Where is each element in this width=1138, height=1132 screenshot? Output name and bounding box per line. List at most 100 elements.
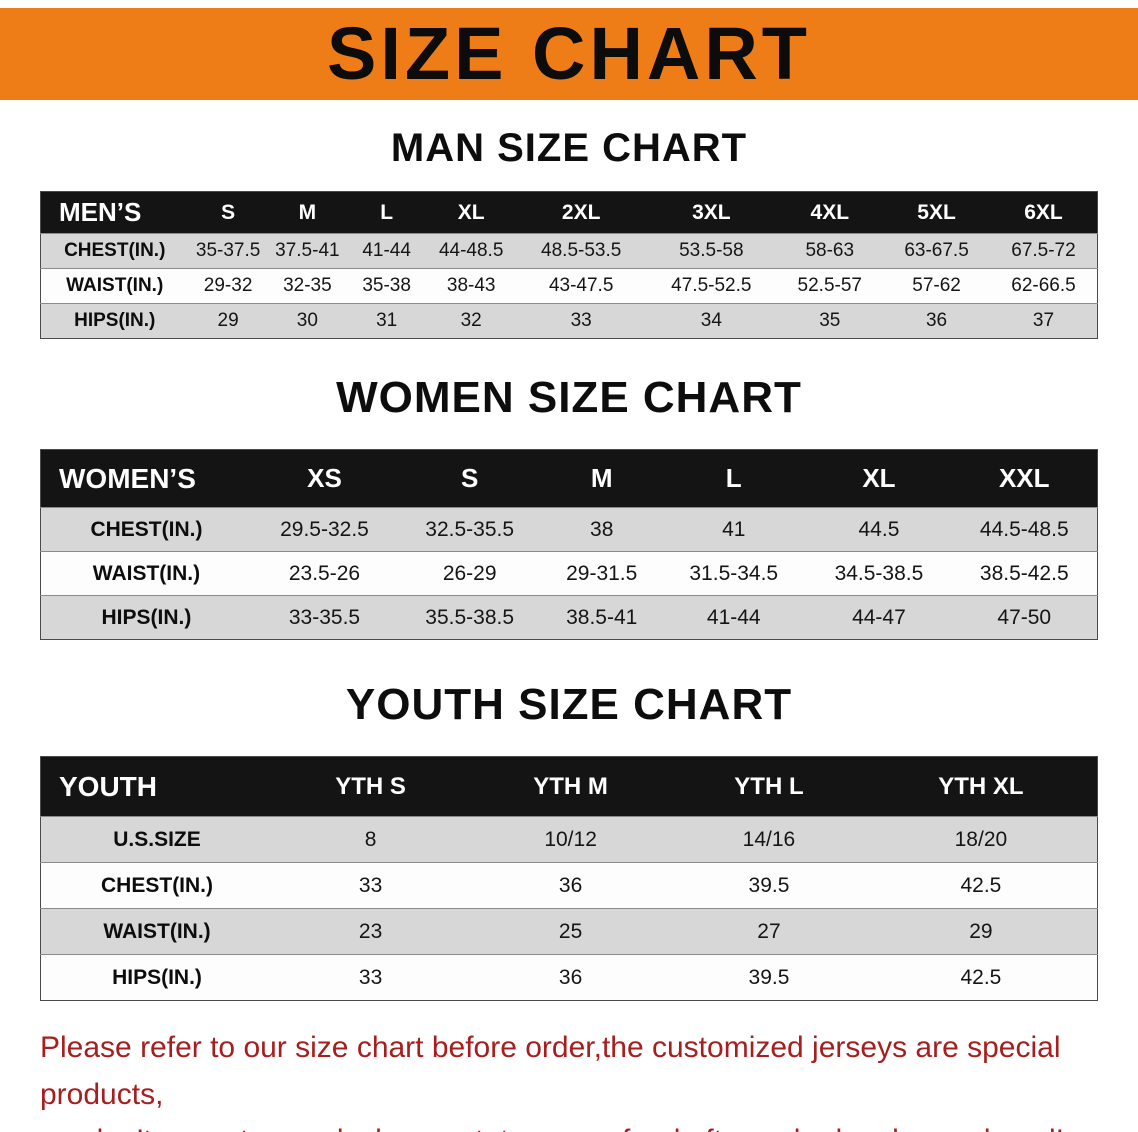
size-value-cell: 36: [925, 310, 948, 331]
table-row: CHEST(IN.) 35-37.5 37.5-41 41-44 44-48.5 48.5…: [40, 233, 1098, 269]
size-value-cell: 44-48.5: [438, 240, 504, 261]
row-label: CHEST(IN.): [64, 240, 166, 261]
size-value-cell: 39.5: [748, 873, 790, 897]
size-value-cell: 35-38: [362, 275, 411, 296]
row-label: WAIST(IN.): [92, 561, 201, 585]
women-size-table: WOMEN’S XS S M L XL XXL CHEST(IN.) 29.5-32.5 32.5…: [40, 449, 1098, 640]
men-section-heading: MAN SIZE CHART: [390, 126, 748, 170]
size-value-cell: 10/12: [544, 827, 597, 851]
size-value-cell: 41: [722, 517, 746, 541]
size-value-cell: 37: [1032, 310, 1055, 331]
size-value-cell: 44.5-48.5: [979, 517, 1069, 541]
size-value-cell: 18/20: [954, 827, 1008, 851]
size-column-header: YTH M: [468, 756, 674, 817]
size-value-cell: 32.5-35.5: [425, 517, 515, 541]
table-row: CHEST(IN.) 29.5-32.5 32.5-35.5 38 41 44.5 44.5…: [40, 507, 1098, 552]
size-value-cell: 14/16: [742, 827, 796, 851]
size-column-header: 6XL: [989, 191, 1098, 234]
row-label: CHEST(IN.): [101, 873, 214, 897]
size-value-cell: 25: [558, 919, 583, 943]
table-header-row: YOUTH YTH S YTH M YTH L YTH XL: [40, 756, 1098, 817]
size-value-cell: 36: [558, 873, 583, 897]
size-value-cell: 32-35: [283, 275, 332, 296]
size-column-header: XL: [806, 449, 952, 508]
size-column-header: XS: [251, 449, 398, 508]
row-label: HIPS(IN.): [112, 965, 202, 989]
size-value-cell: 58-63: [805, 240, 855, 261]
row-label: HIPS(IN.): [74, 310, 156, 331]
size-value-cell: 33: [358, 873, 383, 897]
table-row: U.S.SIZE 8 10/12 14/16 18/20: [40, 816, 1098, 863]
size-column-header: 2XL: [516, 191, 647, 234]
size-column-header: 3XL: [646, 191, 777, 234]
size-value-cell: 53.5-58: [679, 240, 744, 261]
size-chart-banner: SIZE CHART: [0, 8, 1138, 100]
table-corner-label: WOMEN’S: [40, 449, 252, 508]
size-value-cell: 41-44: [362, 240, 411, 261]
size-value-cell: 44.5: [858, 517, 900, 541]
size-column-header: 5XL: [883, 191, 990, 234]
disclaimer-line-1: Please refer to our size chart before or…: [40, 1031, 1061, 1111]
size-value-cell: 67.5-72: [1011, 240, 1076, 261]
row-label: HIPS(IN.): [101, 605, 192, 629]
size-value-cell: 23.5-26: [288, 561, 361, 585]
row-label: CHEST(IN.): [90, 517, 203, 541]
size-value-cell: 48.5-53.5: [541, 240, 622, 261]
row-label: WAIST(IN.): [66, 275, 164, 296]
size-value-cell: 35.5-38.5: [425, 605, 515, 629]
table-row: HIPS(IN.) 33 36 39.5 42.5: [40, 954, 1098, 1001]
table-header-row: WOMEN’S XS S M L XL XXL: [40, 449, 1098, 508]
size-value-cell: 57-62: [912, 275, 961, 296]
size-column-header: M: [542, 449, 662, 508]
size-value-cell: 27: [757, 919, 781, 943]
size-value-cell: 23: [358, 919, 383, 943]
size-value-cell: 47.5-52.5: [671, 275, 752, 296]
size-value-cell: 38.5-41: [566, 605, 638, 629]
size-column-header: YTH L: [673, 756, 865, 817]
size-value-cell: 35-37.5: [195, 240, 261, 261]
size-value-cell: 31: [376, 310, 398, 331]
table-corner-label: YOUTH: [40, 756, 274, 817]
size-column-header: XXL: [951, 449, 1098, 508]
size-value-cell: 44-47: [852, 605, 906, 629]
size-value-cell: 52.5-57: [797, 275, 862, 296]
table-row: HIPS(IN.) 33-35.5 35.5-38.5 38.5-41 41-44 44-…: [40, 595, 1098, 640]
size-column-header: S: [397, 449, 543, 508]
size-value-cell: 29: [969, 919, 993, 943]
size-column-header: L: [661, 449, 807, 508]
table-row: HIPS(IN.) 29 30 31 32 33 34 35 36 37: [40, 303, 1098, 339]
size-column-header: YTH S: [273, 756, 469, 817]
men-size-table: MEN’S S M L XL 2XL 3XL 4XL 5XL 6XL CHEST(IN.) 35-37…: [40, 191, 1098, 339]
size-value-cell: 30: [296, 310, 318, 331]
size-column-header: XL: [426, 191, 517, 234]
size-value-cell: 33: [358, 965, 383, 989]
size-value-cell: 41-44: [706, 605, 761, 629]
size-value-cell: 62-66.5: [1011, 275, 1076, 296]
size-value-cell: 37.5-41: [275, 240, 340, 261]
size-column-header: 4XL: [776, 191, 884, 234]
size-value-cell: 34: [700, 310, 722, 331]
size-value-cell: 29.5-32.5: [280, 517, 369, 541]
row-label: WAIST(IN.): [103, 919, 211, 943]
size-value-cell: 43-47.5: [548, 275, 614, 296]
size-value-cell: 42.5: [960, 965, 1002, 989]
size-value-cell: 38: [590, 517, 614, 541]
size-column-header: S: [188, 191, 268, 234]
table-row: WAIST(IN.) 29-32 32-35 35-38 38-43 43-47.5 47.…: [40, 268, 1098, 304]
size-value-cell: 26-29: [442, 561, 497, 585]
size-value-cell: 38.5-42.5: [979, 561, 1069, 585]
table-row: WAIST(IN.) 23 25 27 29: [40, 908, 1098, 955]
youth-size-table: YOUTH YTH S YTH M YTH L YTH XL U.S.SIZE 8 10/12…: [40, 756, 1098, 1001]
size-value-cell: 8: [364, 827, 377, 851]
disclaimer-line-2: we don’t accept cancel, change, teturn o…: [40, 1118, 1100, 1132]
size-value-cell: 39.5: [748, 965, 790, 989]
row-label: U.S.SIZE: [113, 827, 201, 851]
size-value-cell: 29: [217, 310, 239, 331]
size-value-cell: 31.5-34.5: [689, 561, 779, 585]
size-value-cell: 38-43: [446, 275, 496, 296]
size-value-cell: 47-50: [997, 605, 1052, 629]
size-value-cell: 36: [558, 965, 583, 989]
women-section-heading: WOMEN SIZE CHART: [336, 373, 802, 422]
size-value-cell: 34.5-38.5: [834, 561, 924, 585]
